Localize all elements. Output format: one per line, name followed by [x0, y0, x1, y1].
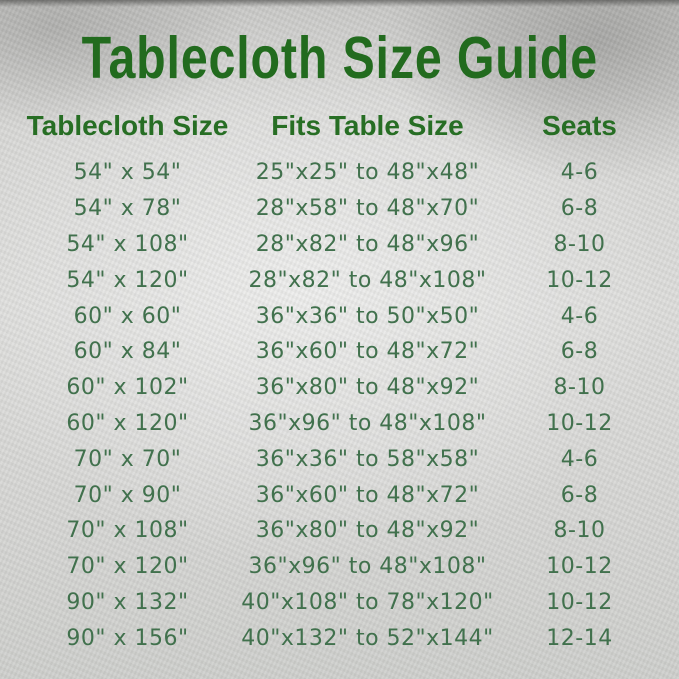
fits-table-size-cell: 28"x58" to 48"x70" [255, 196, 480, 222]
table-body: 54" x 54" 25"x25" to 48"x48" 4-6 54" x 7… [0, 155, 679, 656]
fits-table-size-cell: 36"x36" to 50"x50" [255, 303, 480, 329]
seats-cell: 6-8 [560, 196, 599, 222]
seats-cell: 10-12 [546, 267, 613, 293]
tablecloth-size-cell: 70" x 120" [66, 554, 189, 580]
table-row: 60" x 60" 36"x36" to 50"x50" 4-6 [0, 298, 679, 334]
seats-cell: 4-6 [560, 446, 599, 472]
fits-table-size-cell: 28"x82" to 48"x108" [248, 267, 487, 293]
column-header-seats: Seats [542, 110, 617, 141]
tablecloth-size-cell: 60" x 84" [73, 339, 182, 365]
seats-cell: 10-12 [546, 554, 613, 580]
seats-cell: 10-12 [546, 410, 613, 436]
fits-table-size-cell: 36"x60" to 48"x72" [255, 339, 480, 365]
table-row: 54" x 78" 28"x58" to 48"x70" 6-8 [0, 191, 679, 227]
table-row: 60" x 84" 36"x60" to 48"x72" 6-8 [0, 334, 679, 370]
seats-cell: 8-10 [553, 375, 606, 401]
seats-cell: 8-10 [553, 518, 606, 544]
table-row: 70" x 70" 36"x36" to 58"x58" 4-6 [0, 441, 679, 477]
fits-table-size-cell: 36"x80" to 48"x92" [255, 375, 480, 401]
table-row: 70" x 90" 36"x60" to 48"x72" 6-8 [0, 477, 679, 513]
column-header-tablecloth-size: Tablecloth Size [26, 110, 229, 141]
fits-table-size-cell: 40"x108" to 78"x120" [241, 589, 494, 615]
seats-cell: 12-14 [546, 625, 613, 651]
page-title-text: Tablecloth Size Guide [81, 25, 598, 91]
table-header-row: Tablecloth Size Fits Table Size Seats [0, 104, 679, 148]
tablecloth-size-cell: 54" x 54" [73, 160, 182, 186]
table-row: 70" x 120" 36"x96" to 48"x108" 10-12 [0, 549, 679, 585]
table-row: 60" x 120" 36"x96" to 48"x108" 10-12 [0, 406, 679, 442]
table-row: 54" x 108" 28"x82" to 48"x96" 8-10 [0, 227, 679, 263]
seats-cell: 8-10 [553, 231, 606, 257]
fits-table-size-cell: 36"x36" to 58"x58" [255, 446, 480, 472]
tablecloth-size-cell: 54" x 108" [66, 231, 189, 257]
table-row: 54" x 54" 25"x25" to 48"x48" 4-6 [0, 155, 679, 191]
seats-cell: 4-6 [560, 303, 599, 329]
seats-cell: 10-12 [546, 589, 613, 615]
seats-cell: 6-8 [560, 339, 599, 365]
column-header-fits-table-size: Fits Table Size [271, 110, 464, 141]
tablecloth-size-cell: 60" x 120" [66, 410, 189, 436]
tablecloth-size-cell: 60" x 60" [73, 303, 182, 329]
fits-table-size-cell: 28"x82" to 48"x96" [255, 231, 480, 257]
table-row: 90" x 132" 40"x108" to 78"x120" 10-12 [0, 585, 679, 621]
fits-table-size-cell: 36"x80" to 48"x92" [255, 518, 480, 544]
fits-table-size-cell: 36"x96" to 48"x108" [248, 410, 487, 436]
fits-table-size-cell: 40"x132" to 52"x144" [241, 625, 494, 651]
tablecloth-size-cell: 90" x 156" [66, 625, 189, 651]
fits-table-size-cell: 36"x96" to 48"x108" [248, 554, 487, 580]
seats-cell: 4-6 [560, 160, 599, 186]
tablecloth-size-cell: 60" x 102" [66, 375, 189, 401]
fits-table-size-cell: 36"x60" to 48"x72" [255, 482, 480, 508]
table-row: 54" x 120" 28"x82" to 48"x108" 10-12 [0, 262, 679, 298]
seats-cell: 6-8 [560, 482, 599, 508]
page-title: Tablecloth Size Guide [0, 16, 679, 100]
table-row: 70" x 108" 36"x80" to 48"x92" 8-10 [0, 513, 679, 549]
tablecloth-size-cell: 90" x 132" [66, 589, 189, 615]
tablecloth-size-cell: 54" x 78" [73, 196, 182, 222]
tablecloth-size-cell: 70" x 90" [73, 482, 182, 508]
fits-table-size-cell: 25"x25" to 48"x48" [255, 160, 480, 186]
table-row: 90" x 156" 40"x132" to 52"x144" 12-14 [0, 620, 679, 656]
tablecloth-size-cell: 70" x 70" [73, 446, 182, 472]
tablecloth-size-cell: 54" x 120" [66, 267, 189, 293]
tablecloth-size-cell: 70" x 108" [66, 518, 189, 544]
table-row: 60" x 102" 36"x80" to 48"x92" 8-10 [0, 370, 679, 406]
